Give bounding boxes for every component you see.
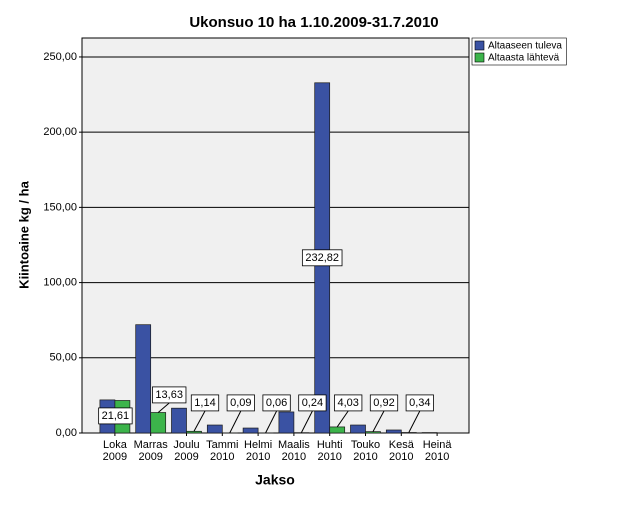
y-tick-label: 50,00 [49, 352, 77, 364]
x-tick-label: Heinä [423, 439, 453, 451]
y-tick-label: 200,00 [43, 126, 77, 138]
bar [401, 432, 416, 433]
value-label: 13,63 [155, 389, 183, 401]
y-tick-label: 250,00 [43, 51, 77, 63]
x-tick-label: 2009 [103, 451, 127, 463]
bar [330, 427, 345, 433]
x-tick-label: 2009 [138, 451, 162, 463]
bar [172, 408, 187, 433]
bar [207, 425, 222, 433]
value-label: 0,06 [266, 397, 287, 409]
chart-title: Ukonsuo 10 ha 1.10.2009-31.7.2010 [189, 14, 438, 31]
x-tick-label: 2009 [174, 451, 198, 463]
bar [187, 431, 202, 433]
y-tick-label: 0,00 [56, 427, 77, 439]
value-label: 232,82 [305, 252, 339, 264]
bar [243, 428, 258, 433]
x-axis-label: Jakso [255, 472, 295, 488]
value-label: 0,34 [409, 397, 430, 409]
x-tick-label: 2010 [317, 451, 341, 463]
bar [351, 425, 366, 433]
bar [386, 430, 401, 433]
x-tick-label: Tammi [206, 439, 238, 451]
x-tick-label: Huhti [317, 439, 343, 451]
bar [366, 432, 381, 433]
x-tick-label: 2010 [246, 451, 270, 463]
bar [136, 325, 151, 433]
x-tick-label: 2010 [389, 451, 413, 463]
value-label: 21,61 [102, 410, 130, 422]
x-tick-label: 2010 [282, 451, 306, 463]
x-tick-label: Maalis [278, 439, 310, 451]
x-tick-label: Kesä [389, 439, 415, 451]
value-label: 0,24 [302, 397, 323, 409]
legend-swatch [475, 53, 484, 62]
x-tick-label: Touko [351, 439, 380, 451]
value-label: 0,92 [373, 397, 394, 409]
legend-swatch [475, 41, 484, 50]
x-tick-label: Joulu [173, 439, 199, 451]
x-tick-label: 2010 [353, 451, 377, 463]
bar [279, 412, 294, 433]
y-tick-label: 150,00 [43, 201, 77, 213]
x-tick-label: 2010 [210, 451, 234, 463]
value-label: 1,14 [194, 397, 215, 409]
legend-label: Altaasta lähtevä [488, 53, 560, 64]
value-label: 4,03 [337, 397, 358, 409]
y-axis-label: Kiintoaine kg / ha [16, 180, 31, 288]
bar [151, 412, 166, 433]
x-tick-label: Loka [103, 439, 128, 451]
x-tick-label: Helmi [244, 439, 272, 451]
x-tick-label: 2010 [425, 451, 449, 463]
value-label: 0,09 [230, 397, 251, 409]
y-tick-label: 100,00 [43, 276, 77, 288]
legend-label: Altaaseen tuleva [488, 41, 562, 52]
x-tick-label: Marras [134, 439, 169, 451]
